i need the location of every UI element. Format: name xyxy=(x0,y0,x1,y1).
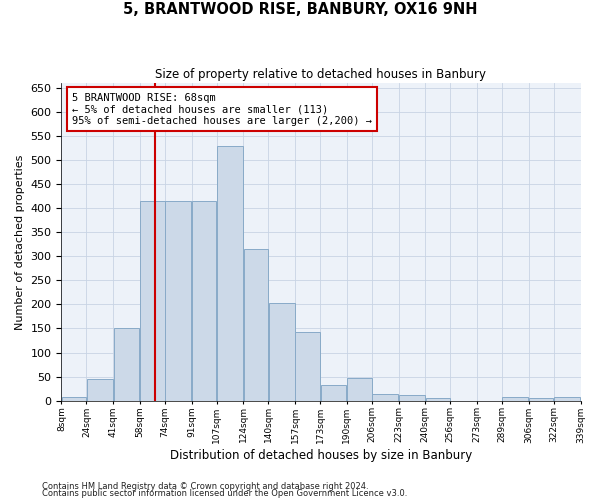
Y-axis label: Number of detached properties: Number of detached properties xyxy=(15,154,25,330)
Bar xyxy=(87,379,113,400)
Text: Contains HM Land Registry data © Crown copyright and database right 2024.: Contains HM Land Registry data © Crown c… xyxy=(42,482,368,491)
Bar xyxy=(425,398,450,400)
Bar xyxy=(192,201,216,400)
Bar xyxy=(399,395,425,400)
Bar xyxy=(320,384,346,400)
Bar xyxy=(347,378,371,400)
Text: Contains public sector information licensed under the Open Government Licence v3: Contains public sector information licen… xyxy=(42,490,407,498)
Bar xyxy=(140,201,164,400)
Bar xyxy=(373,394,398,400)
Bar xyxy=(217,146,243,400)
Bar xyxy=(62,397,86,400)
Bar xyxy=(529,398,553,400)
Bar xyxy=(554,398,580,400)
Bar xyxy=(244,249,268,400)
Bar xyxy=(113,328,139,400)
X-axis label: Distribution of detached houses by size in Banbury: Distribution of detached houses by size … xyxy=(170,450,472,462)
Bar xyxy=(166,201,191,400)
Bar xyxy=(269,304,295,400)
Title: Size of property relative to detached houses in Banbury: Size of property relative to detached ho… xyxy=(155,68,487,80)
Bar xyxy=(502,398,529,400)
Text: 5 BRANTWOOD RISE: 68sqm
← 5% of detached houses are smaller (113)
95% of semi-de: 5 BRANTWOOD RISE: 68sqm ← 5% of detached… xyxy=(72,92,372,126)
Text: 5, BRANTWOOD RISE, BANBURY, OX16 9NH: 5, BRANTWOOD RISE, BANBURY, OX16 9NH xyxy=(123,2,477,18)
Bar xyxy=(295,332,320,400)
